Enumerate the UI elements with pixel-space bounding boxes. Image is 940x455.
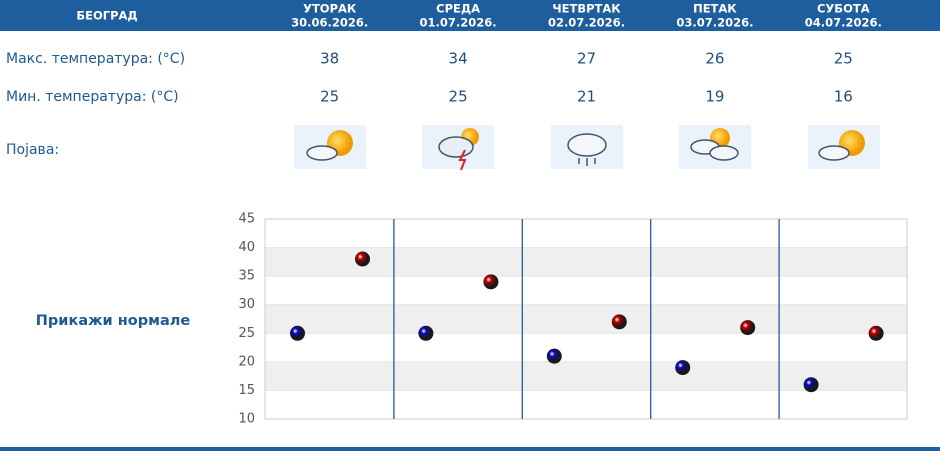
y-tick-label: 25	[238, 326, 255, 341]
weather-icon	[808, 125, 880, 169]
temperature: 34	[449, 50, 468, 68]
weather-icon	[679, 125, 751, 169]
day-date: 03.07.2026.	[676, 16, 753, 30]
row-label: Појава:	[6, 142, 59, 158]
show-normals-link[interactable]: Прикажи нормале	[36, 313, 191, 329]
y-tick-label: 35	[238, 269, 255, 284]
y-tick-label: 10	[238, 412, 255, 427]
temperature-point	[418, 325, 434, 341]
temperature: 25	[449, 88, 468, 106]
day-date: 02.07.2026.	[548, 16, 625, 30]
day-name: СРЕДА	[436, 2, 480, 16]
temperature-point	[740, 320, 756, 336]
temperature-point	[675, 360, 691, 376]
plot-band	[265, 361, 907, 391]
plot-band	[265, 219, 907, 248]
temperature-point	[611, 314, 627, 330]
temperature: 38	[320, 50, 339, 68]
temperature-point	[290, 325, 305, 341]
y-tick-label: 20	[238, 354, 255, 369]
temperature: 25	[834, 50, 853, 68]
day-date: 30.06.2026.	[291, 16, 368, 30]
day-name: СУБОТА	[817, 2, 870, 16]
temperature-point	[355, 251, 370, 267]
plot-band	[265, 276, 907, 305]
day-date: 04.07.2026.	[805, 16, 882, 30]
temperature: 25	[320, 88, 339, 106]
weather-icon	[422, 125, 494, 171]
temperature: 27	[577, 50, 596, 68]
temperature-point	[483, 274, 499, 290]
row-label: Макс. температура: (°C)	[6, 51, 185, 67]
city: БЕОГРАД	[76, 9, 137, 23]
day-name: УТОРАК	[303, 2, 357, 16]
footer-bar	[0, 447, 940, 451]
temperature: 26	[705, 50, 724, 68]
weather-icon	[551, 125, 623, 169]
plot-band	[265, 247, 907, 277]
day-name: ПЕТАК	[693, 2, 737, 16]
plot-band	[265, 333, 907, 362]
temperature-point	[868, 325, 884, 341]
y-tick-label: 30	[238, 297, 255, 312]
row-label: Мин. температура: (°C)	[6, 89, 179, 105]
temperature: 21	[577, 88, 596, 106]
temperature-point	[803, 377, 819, 393]
plot-band	[265, 304, 907, 334]
day-name: ЧЕТВРТАК	[552, 2, 621, 16]
y-tick-label: 40	[238, 240, 255, 255]
plot-band	[265, 390, 907, 419]
weather-icon	[294, 125, 366, 169]
temperature: 16	[834, 88, 853, 106]
day-date: 01.07.2026.	[420, 16, 497, 30]
temperature-point	[546, 348, 562, 364]
y-tick-label: 15	[238, 383, 255, 398]
temperature: 19	[705, 88, 724, 106]
header-bar	[0, 0, 940, 31]
plot-frame	[264, 218, 908, 420]
y-tick-label: 45	[238, 212, 255, 227]
